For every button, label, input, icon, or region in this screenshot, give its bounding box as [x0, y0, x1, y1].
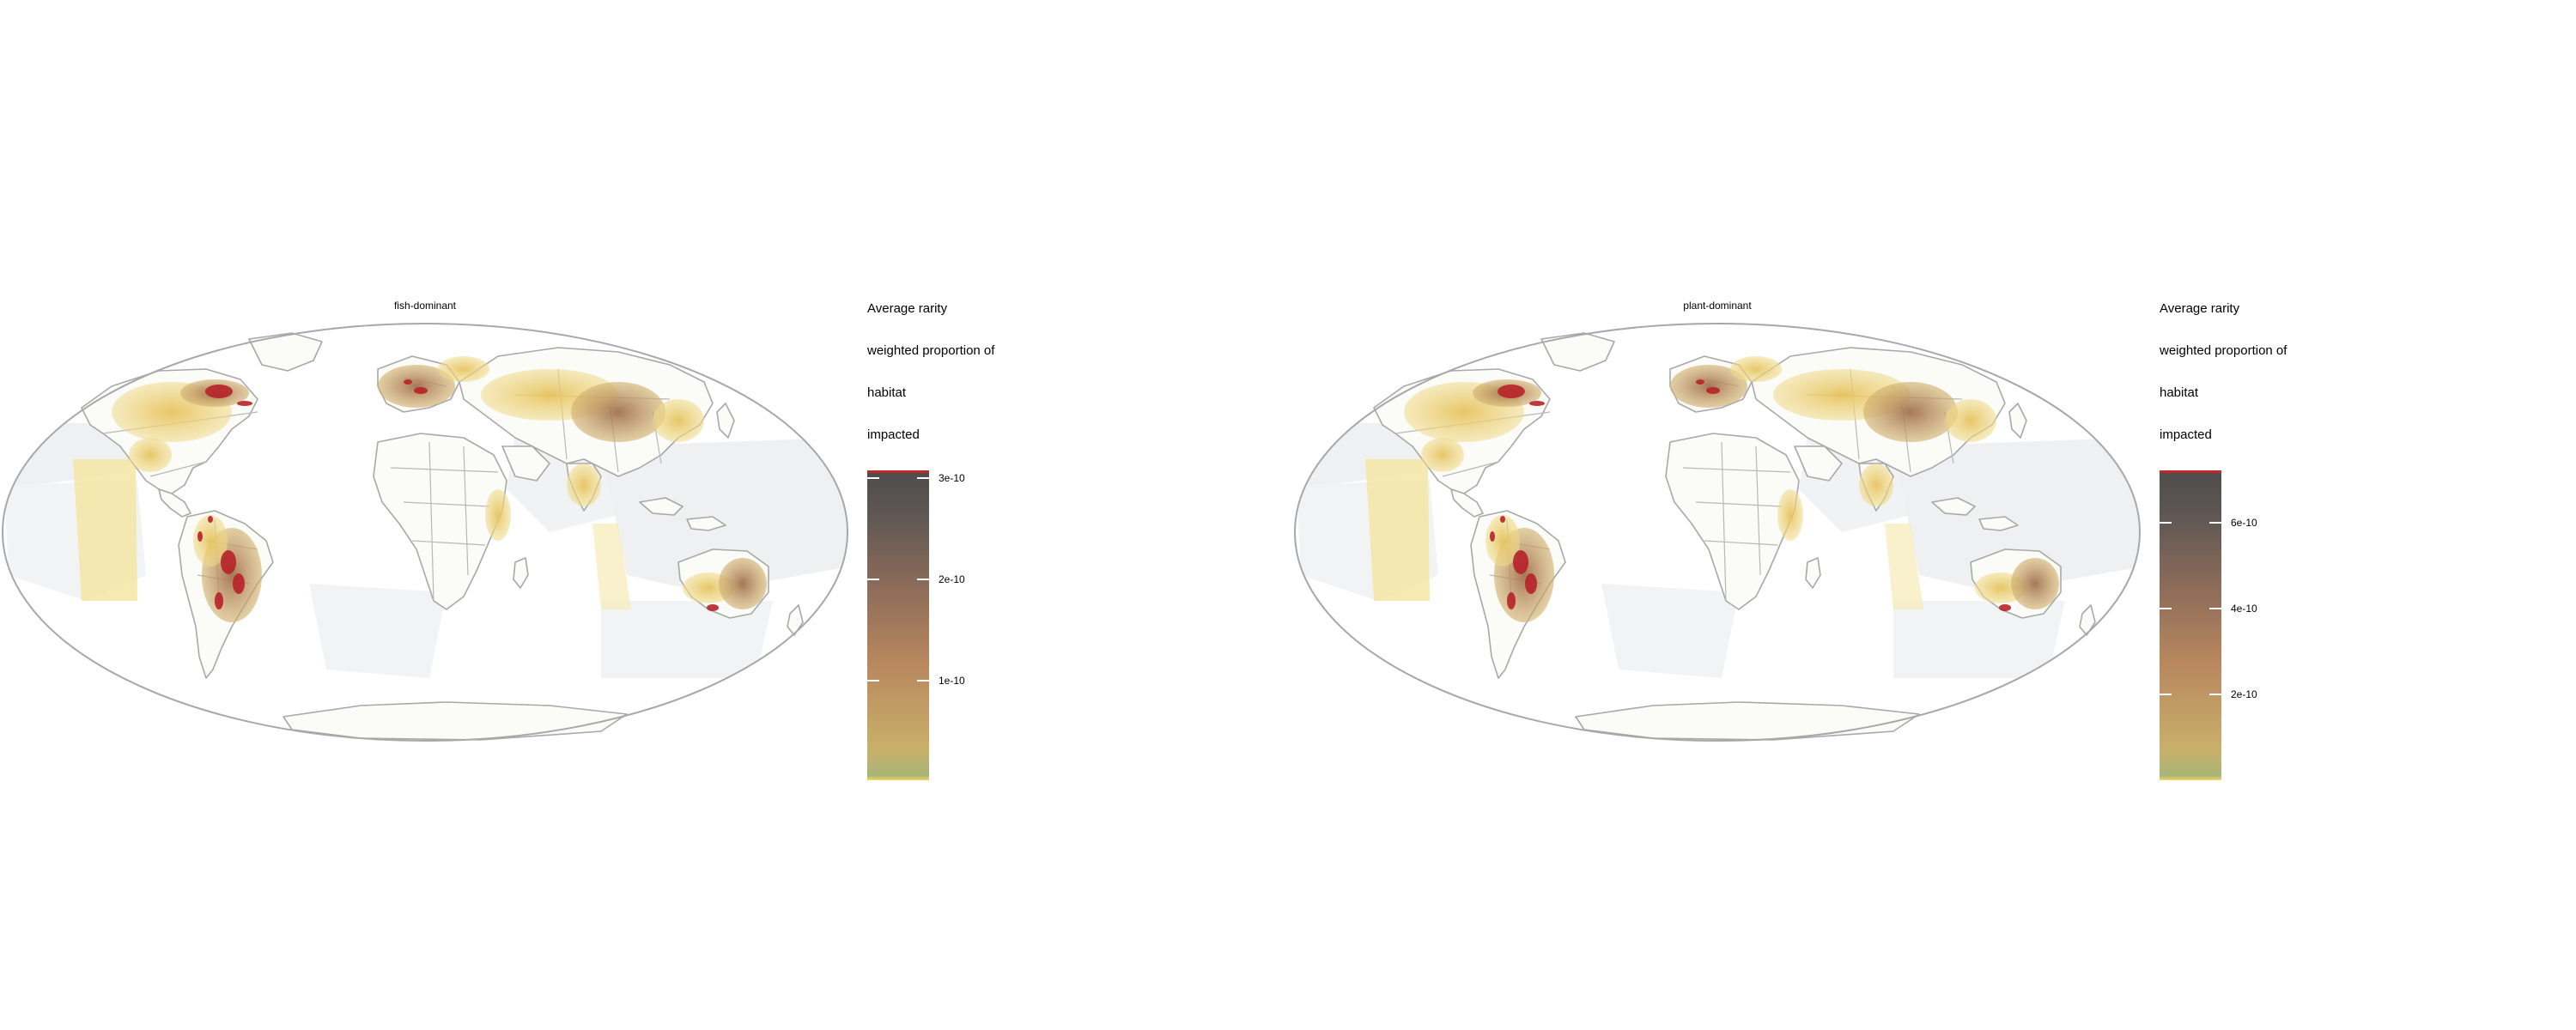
map-title: plant-dominant: [1683, 300, 1752, 312]
legend-title-line: Average rarity: [867, 301, 948, 316]
world-map: [1292, 318, 2151, 781]
map-panel-fish: fish-dominant Average rarity weighted pr…: [0, 283, 1288, 815]
legend-tick-label: 4e-10: [2231, 603, 2257, 615]
legend-tick-label: 2e-10: [2231, 688, 2257, 700]
legend-title: Average rarity weighted proportion of ha…: [867, 288, 1039, 456]
legend-title-line: impacted: [867, 427, 920, 442]
legend-title-line: habitat: [867, 385, 907, 400]
color-scale-bar: [867, 470, 929, 780]
legend-tick-label: 6e-10: [2231, 517, 2257, 529]
legend-title-line: habitat: [2160, 385, 2199, 400]
legend-title-line: impacted: [2160, 427, 2212, 442]
legend-title: Average rarity weighted proportion of ha…: [2160, 288, 2331, 456]
legend-title-line: weighted proportion of: [2160, 343, 2287, 358]
legend-title-line: Average rarity: [2160, 301, 2240, 316]
legend-tick-label: 3e-10: [939, 472, 965, 484]
legend-tick-label: 2e-10: [939, 573, 965, 585]
legend-tick-label: 1e-10: [939, 675, 965, 687]
color-scale-bar: [2160, 470, 2221, 780]
map-panel-plant: plant-dominant Average rarity weighted p…: [1292, 283, 2576, 815]
world-map: [0, 318, 859, 781]
legend-title-line: weighted proportion of: [867, 343, 995, 358]
map-title: fish-dominant: [393, 300, 457, 312]
